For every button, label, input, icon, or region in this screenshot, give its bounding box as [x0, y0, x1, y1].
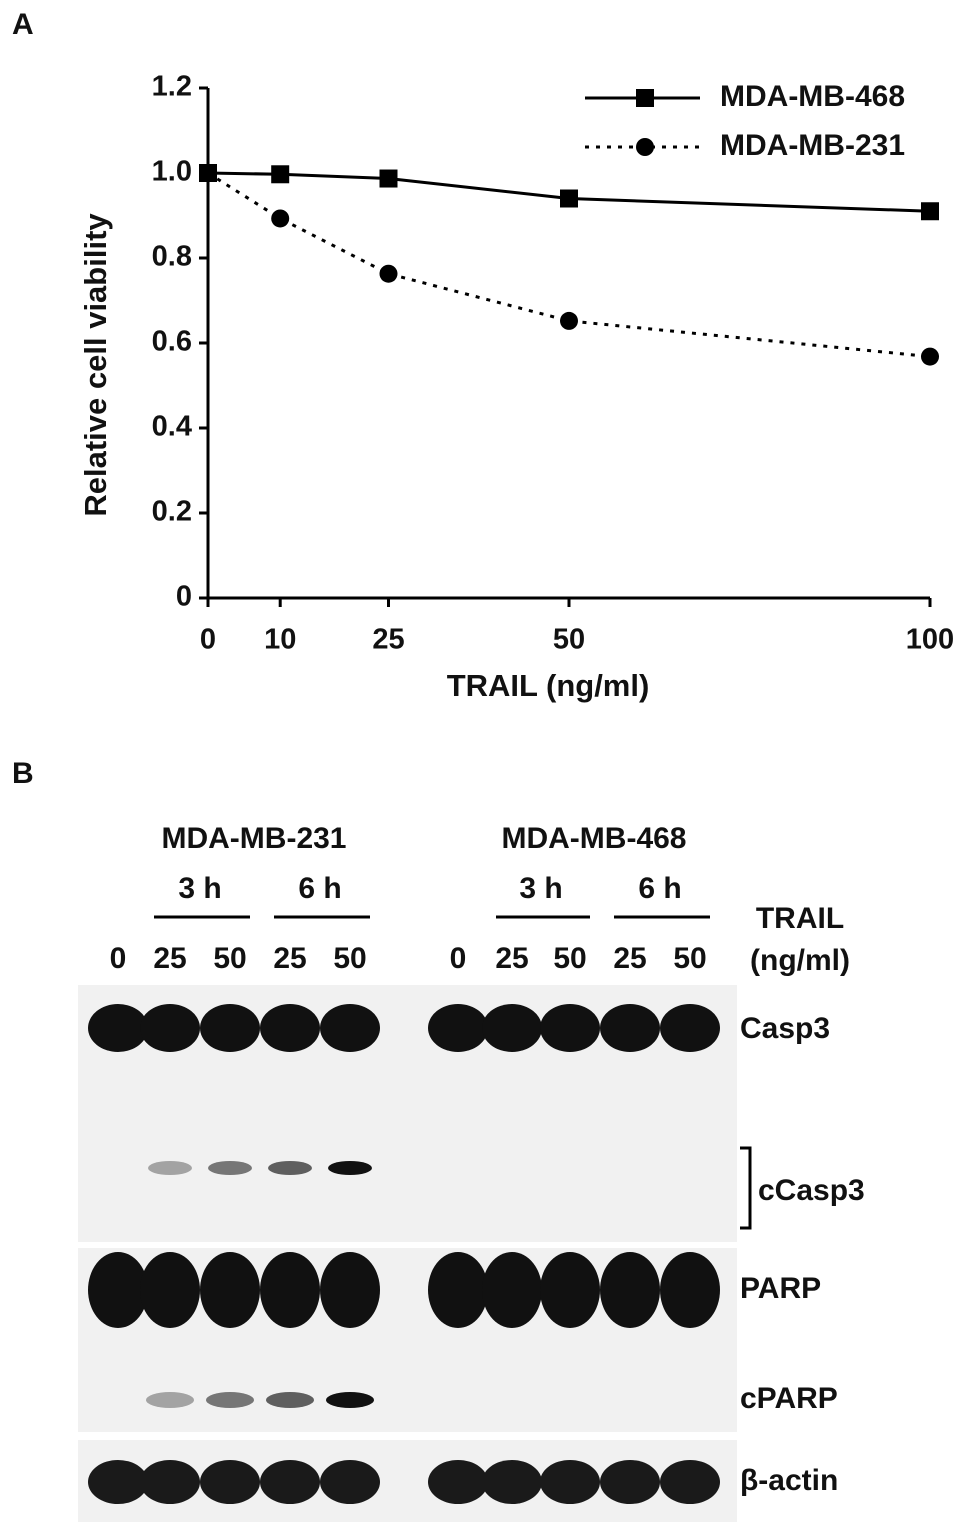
band	[600, 1252, 660, 1328]
lane-label: 25	[273, 942, 306, 975]
y-tick-label: 0	[176, 581, 192, 613]
y-tick-label: 0.8	[152, 241, 192, 273]
y-tick-label: 1.2	[152, 71, 192, 103]
lane-label: 25	[153, 942, 186, 975]
x-tick-label: 0	[200, 624, 216, 656]
band	[208, 1161, 252, 1175]
band	[600, 1004, 660, 1052]
marker	[560, 189, 578, 208]
western-blot: TRAIL (ng/ml) Casp3 cCasp3 PARP cPARP β-…	[78, 822, 865, 1522]
y-tick-label: 0.6	[152, 326, 192, 358]
band	[326, 1392, 374, 1408]
lane-label: 50	[673, 942, 706, 975]
marker	[560, 311, 578, 330]
band	[140, 1004, 200, 1052]
band-label: cPARP	[740, 1382, 838, 1415]
band	[660, 1460, 720, 1504]
marker	[379, 264, 398, 283]
band	[200, 1252, 260, 1328]
marker	[199, 164, 217, 182]
band	[428, 1252, 488, 1328]
band	[148, 1161, 192, 1175]
band	[320, 1004, 380, 1052]
band	[428, 1460, 488, 1504]
lane-label: 0	[110, 942, 127, 975]
panel-label: A	[12, 8, 34, 41]
y-tick-label: 1.0	[152, 156, 192, 188]
marker	[271, 165, 290, 184]
band	[200, 1004, 260, 1052]
band	[660, 1252, 720, 1328]
series-line	[207, 171, 931, 359]
cell-line-label: MDA-MB-231	[161, 822, 346, 855]
lane-label: 50	[333, 942, 366, 975]
time-label: 6 h	[298, 872, 341, 905]
band	[146, 1392, 194, 1408]
band-label: cCasp3	[758, 1174, 865, 1207]
band-label: Casp3	[740, 1012, 830, 1045]
x-tick-label: 25	[372, 624, 404, 656]
band	[260, 1004, 320, 1052]
band	[260, 1460, 320, 1504]
cell-line-label: MDA-MB-468	[501, 822, 686, 855]
band	[600, 1460, 660, 1504]
marker	[636, 89, 654, 107]
panel-label: B	[12, 757, 34, 790]
legend-label: MDA-MB-231	[720, 129, 905, 162]
lane-label: 25	[495, 942, 528, 975]
x-tick-label: 10	[264, 624, 296, 656]
band	[268, 1161, 312, 1175]
marker	[636, 138, 654, 156]
marker	[271, 209, 290, 228]
band	[540, 1252, 600, 1328]
lane-label: 0	[450, 942, 467, 975]
band	[428, 1004, 488, 1052]
band	[88, 1252, 148, 1328]
band-label: β-actin	[740, 1464, 838, 1497]
bracket	[740, 1146, 752, 1230]
band	[540, 1460, 600, 1504]
y-tick-label: 0.4	[152, 411, 192, 443]
band	[540, 1004, 600, 1052]
treatment-label: (ng/ml)	[750, 944, 850, 977]
legend-item: MDA-MB-231	[585, 129, 905, 162]
time-label: 3 h	[178, 872, 221, 905]
lane-label: 50	[553, 942, 586, 975]
lane-label: 25	[613, 942, 646, 975]
band	[482, 1460, 542, 1504]
band	[328, 1161, 372, 1175]
band	[320, 1252, 380, 1328]
band	[482, 1252, 542, 1328]
band	[260, 1252, 320, 1328]
band-label: PARP	[740, 1272, 821, 1305]
y-tick-label: 0.2	[152, 496, 192, 528]
band	[206, 1392, 254, 1408]
x-axis-label: TRAIL (ng/ml)	[447, 668, 650, 703]
band	[660, 1004, 720, 1052]
x-tick-label: 50	[553, 624, 585, 656]
lane-label: 50	[213, 942, 246, 975]
time-label: 6 h	[638, 872, 681, 905]
time-label: 3 h	[519, 872, 562, 905]
band	[88, 1004, 148, 1052]
band	[140, 1460, 200, 1504]
band	[88, 1460, 148, 1504]
band	[200, 1460, 260, 1504]
marker	[921, 202, 939, 221]
legend-item: MDA-MB-468	[585, 80, 905, 113]
legend-label: MDA-MB-468	[720, 80, 905, 113]
treatment-label: TRAIL	[756, 902, 844, 935]
marker	[379, 169, 398, 188]
band	[140, 1252, 200, 1328]
band	[482, 1004, 542, 1052]
marker	[921, 347, 939, 366]
band	[266, 1392, 314, 1408]
band	[320, 1460, 380, 1504]
x-tick-label: 100	[906, 624, 954, 656]
y-axis-label: Relative cell viability	[78, 213, 113, 517]
